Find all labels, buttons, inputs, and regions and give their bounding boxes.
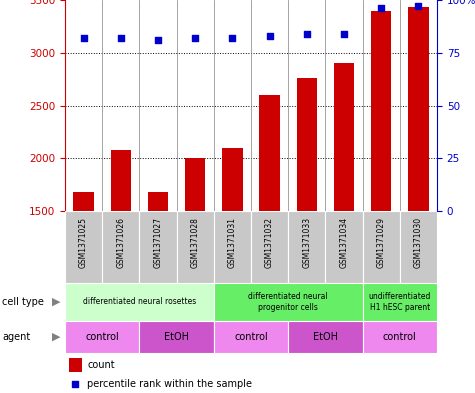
Bar <box>362 321 437 353</box>
Point <box>80 35 87 41</box>
Bar <box>214 283 362 321</box>
Point <box>228 35 236 41</box>
Text: ▶: ▶ <box>52 297 60 307</box>
Point <box>154 37 162 43</box>
Text: ▶: ▶ <box>52 332 60 342</box>
Bar <box>69 358 82 372</box>
Point <box>191 35 199 41</box>
Text: differentiated neural
progenitor cells: differentiated neural progenitor cells <box>248 292 328 312</box>
Bar <box>362 211 400 283</box>
Point <box>415 3 422 9</box>
Text: GSM1371026: GSM1371026 <box>116 217 125 268</box>
Bar <box>102 211 139 283</box>
Bar <box>288 321 362 353</box>
Point <box>266 33 274 39</box>
Text: GSM1371033: GSM1371033 <box>302 217 311 268</box>
Bar <box>139 321 214 353</box>
Text: control: control <box>234 332 268 342</box>
Bar <box>214 321 288 353</box>
Bar <box>65 321 139 353</box>
Point <box>117 35 124 41</box>
Bar <box>65 211 102 283</box>
Text: GSM1371031: GSM1371031 <box>228 217 237 268</box>
Bar <box>222 148 243 211</box>
Point <box>303 31 311 37</box>
Text: GSM1371028: GSM1371028 <box>190 217 200 268</box>
Bar <box>139 211 177 283</box>
Bar <box>73 192 94 211</box>
Bar <box>371 11 391 211</box>
Bar <box>400 211 437 283</box>
Bar <box>251 211 288 283</box>
Text: GSM1371025: GSM1371025 <box>79 217 88 268</box>
Text: agent: agent <box>2 332 30 342</box>
Point <box>340 31 348 37</box>
Text: GSM1371029: GSM1371029 <box>377 217 386 268</box>
Text: undifferentiated
H1 hESC parent: undifferentiated H1 hESC parent <box>369 292 431 312</box>
Bar <box>111 150 131 211</box>
Text: differentiated neural rosettes: differentiated neural rosettes <box>83 298 196 307</box>
Point <box>72 381 79 387</box>
Point <box>378 5 385 11</box>
Text: EtOH: EtOH <box>164 332 189 342</box>
Text: GSM1371034: GSM1371034 <box>340 217 349 268</box>
Bar <box>334 63 354 211</box>
Bar <box>288 211 325 283</box>
Bar <box>65 283 214 321</box>
Bar <box>259 95 280 211</box>
Bar <box>362 283 437 321</box>
Text: GSM1371027: GSM1371027 <box>153 217 162 268</box>
Text: EtOH: EtOH <box>313 332 338 342</box>
Text: percentile rank within the sample: percentile rank within the sample <box>87 379 252 389</box>
Bar <box>296 78 317 211</box>
Bar <box>177 211 214 283</box>
Bar <box>214 211 251 283</box>
Text: GSM1371032: GSM1371032 <box>265 217 274 268</box>
Bar <box>325 211 362 283</box>
Text: control: control <box>383 332 417 342</box>
Text: cell type: cell type <box>2 297 44 307</box>
Bar <box>185 158 205 211</box>
Text: control: control <box>86 332 119 342</box>
Text: count: count <box>87 360 115 370</box>
Bar <box>148 192 168 211</box>
Bar <box>408 7 428 211</box>
Text: GSM1371030: GSM1371030 <box>414 217 423 268</box>
